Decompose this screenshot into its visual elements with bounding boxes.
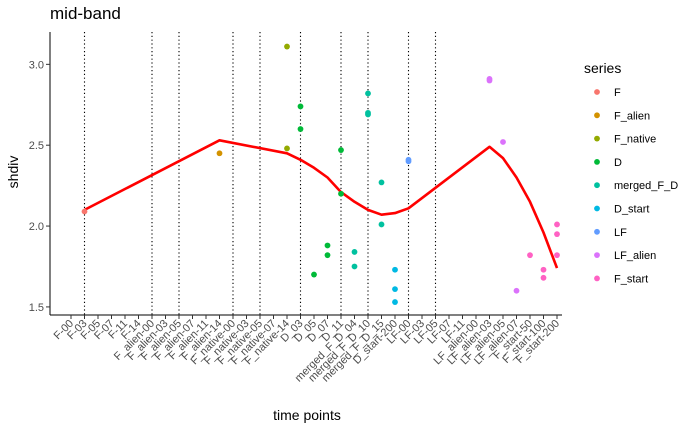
data-point — [324, 242, 331, 249]
data-point — [338, 190, 344, 197]
data-point — [500, 139, 506, 145]
data-point — [284, 145, 290, 152]
legend-key — [594, 252, 600, 258]
data-point — [81, 208, 88, 215]
data-point — [392, 286, 398, 293]
data-point — [554, 252, 560, 259]
data-point — [405, 158, 412, 165]
legend-label: LF_alien — [614, 250, 656, 262]
data-point — [351, 249, 358, 255]
data-point — [486, 77, 493, 84]
y-tick-label: 2.5 — [29, 140, 44, 152]
data-point — [365, 90, 371, 97]
data-point — [513, 287, 520, 294]
data-point — [297, 103, 304, 110]
data-point — [392, 266, 398, 273]
data-point — [338, 147, 344, 153]
legend-label: merged_F_D — [614, 180, 678, 192]
data-point — [351, 263, 358, 270]
y-axis: 1.5 2.0 2.5 3.0 — [29, 32, 51, 315]
legend-key — [594, 205, 600, 212]
y-tick-label: 3.0 — [29, 59, 44, 71]
data-point — [378, 179, 385, 186]
legend-key — [594, 112, 600, 119]
data-point — [392, 299, 398, 305]
legend-label: F_alien — [614, 110, 650, 122]
legend-key — [594, 159, 600, 165]
data-point — [378, 221, 385, 228]
plot-panel — [81, 32, 560, 315]
data-point — [324, 252, 331, 259]
data-point — [311, 271, 317, 278]
data-point — [216, 150, 223, 157]
x-axis: F-00F-03F-05F-07F-11F-14F_alien-00F_alie… — [50, 314, 562, 385]
legend-key — [594, 228, 600, 235]
legend-key — [594, 89, 600, 95]
data-point — [554, 231, 560, 238]
legend-label: D_start — [614, 204, 649, 216]
y-tick-label: 2.0 — [29, 221, 44, 233]
data-point — [540, 266, 547, 273]
chart-title: mid-band — [50, 4, 121, 23]
data-point — [554, 221, 560, 228]
legend-key — [594, 135, 600, 142]
legend-key — [594, 182, 600, 189]
x-axis-title: time points — [273, 407, 341, 423]
legend-title: series — [584, 60, 621, 76]
legend-label: F_native — [614, 134, 656, 146]
legend-label: D — [614, 157, 622, 169]
y-axis-title: shdiv — [5, 156, 21, 189]
legend-label: LF — [614, 227, 627, 239]
y-tick-label: 1.5 — [29, 302, 44, 314]
data-point — [540, 274, 547, 281]
legend-key — [594, 275, 600, 282]
data-point — [284, 43, 290, 50]
trend-line — [83, 139, 559, 269]
legend-label: F — [614, 87, 621, 99]
data-point — [365, 111, 371, 118]
legend-label: F_start — [614, 273, 648, 285]
data-point — [527, 252, 533, 259]
data-point — [297, 126, 304, 132]
